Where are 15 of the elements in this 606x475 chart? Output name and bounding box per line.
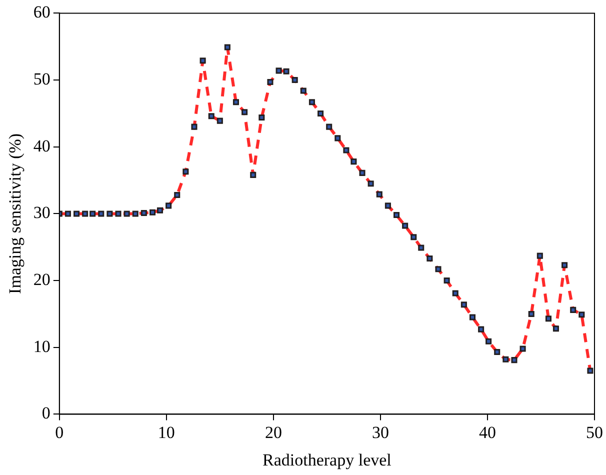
x-tick-label: 0: [55, 422, 64, 442]
x-tick-label: 20: [264, 422, 282, 442]
x-tick-label: 50: [586, 422, 603, 442]
y-tick-label: 40: [33, 136, 50, 156]
x-axis-title: Radiotherapy level: [262, 450, 392, 470]
y-tick-label: 60: [33, 2, 50, 22]
y-tick-label: 30: [33, 203, 50, 222]
y-tick-label: 50: [33, 70, 50, 88]
y-tick-label: 0: [42, 404, 50, 423]
x-tick-label: 40: [478, 422, 496, 442]
y-axis-title: Imaging sensitivity (%): [6, 133, 25, 294]
y-tick-label: 20: [33, 270, 50, 289]
y-tick-label: 10: [33, 336, 50, 356]
x-tick-label: 30: [372, 422, 389, 442]
x-tick-label: 10: [158, 422, 175, 442]
